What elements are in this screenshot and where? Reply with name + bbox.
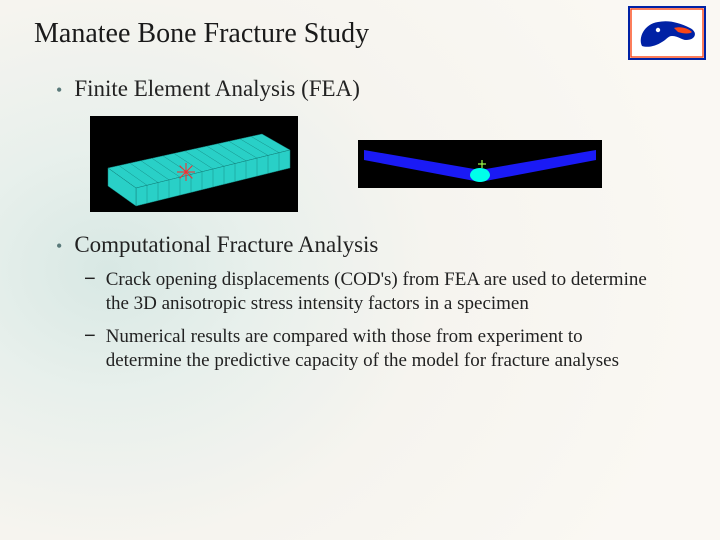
- dash-icon: −: [84, 325, 96, 348]
- sub-bullet-numerical: − Numerical results are compared with th…: [84, 325, 682, 374]
- fea-3d-mesh-figure: [90, 116, 298, 212]
- sub-bullet-cod: − Crack opening displacements (COD's) fr…: [84, 268, 682, 317]
- slide-title: Manatee Bone Fracture Study: [0, 0, 720, 50]
- bullet-cfa-text: Computational Fracture Analysis: [74, 232, 378, 258]
- dash-icon: −: [84, 268, 96, 291]
- sub-bullet-numerical-text: Numerical results are compared with thos…: [106, 325, 656, 374]
- bullet-fea: • Finite Element Analysis (FEA): [56, 76, 682, 102]
- fea-images-row: [90, 116, 682, 212]
- slide-content: • Finite Element Analysis (FEA) • Comput…: [0, 50, 720, 373]
- bullet-cfa: • Computational Fracture Analysis: [56, 232, 682, 258]
- fea-deflection-figure: [358, 140, 602, 188]
- bullet-fea-text: Finite Element Analysis (FEA): [74, 76, 360, 102]
- sub-bullet-cod-text: Crack opening displacements (COD's) from…: [106, 268, 656, 317]
- bullet-dot-icon: •: [56, 81, 62, 99]
- uf-gator-logo: [628, 6, 706, 60]
- bullet-dot-icon: •: [56, 237, 62, 255]
